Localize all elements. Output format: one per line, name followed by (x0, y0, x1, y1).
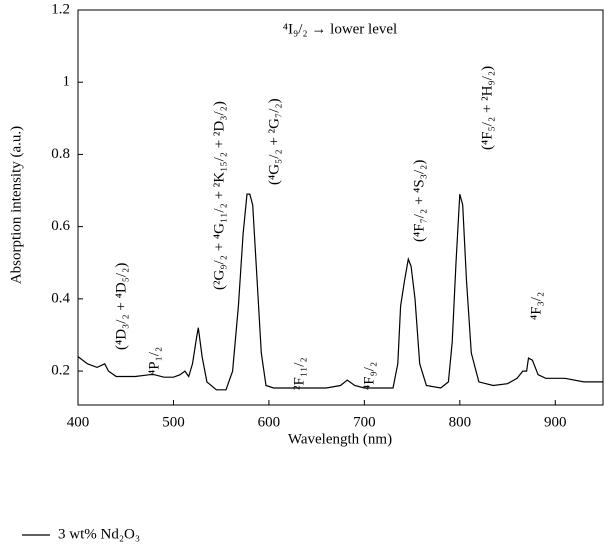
annotation: ⁴F₉/₂ (361, 362, 377, 390)
y-tick-label: 0.8 (51, 146, 70, 162)
annotation: (⁴D₃/₂ + ⁴D₅/₂) (113, 263, 129, 350)
x-tick-label: 700 (353, 414, 376, 430)
y-tick-label: 0.4 (51, 290, 70, 306)
y-tick-label: 1 (63, 74, 71, 90)
x-tick-label: 900 (544, 414, 567, 430)
x-tick-label: 400 (67, 414, 90, 430)
x-tick-label: 800 (449, 414, 472, 430)
legend-label: 3 wt% Nd₂O₃ (58, 526, 140, 542)
annotation: (⁴F₇/₂ + ⁴S₃/₂) (411, 160, 427, 242)
annotation: ⁴P₁/₂ (146, 347, 162, 375)
annotation: ²F₁₁/₂ (291, 357, 307, 390)
annotation: (²G₉/₂ + ⁴G₁₁/₂ + ²K₁₅/₂ + ²D₃/₂) (211, 101, 227, 290)
x-tick-label: 600 (258, 414, 281, 430)
series-line (77, 193, 603, 391)
annotation: ⁴F₃/₂ (528, 292, 544, 320)
annotation: ⁴I₉/₂ → lower level (283, 21, 397, 37)
x-axis-label: Wavelength (nm) (288, 431, 392, 447)
y-tick-label: 1.2 (51, 1, 70, 17)
annotation: (⁴G₅/₂ + ²G₇/₂) (266, 98, 282, 185)
y-tick-label: 0.2 (51, 362, 70, 378)
x-tick-label: 500 (162, 414, 185, 430)
plot-frame (77, 9, 604, 406)
annotation: (⁴F₅/₂ + ²H₉/₂) (479, 66, 495, 150)
y-axis-label: Absorption intensity (a.u.) (8, 126, 24, 284)
y-tick-label: 0.6 (51, 218, 70, 234)
